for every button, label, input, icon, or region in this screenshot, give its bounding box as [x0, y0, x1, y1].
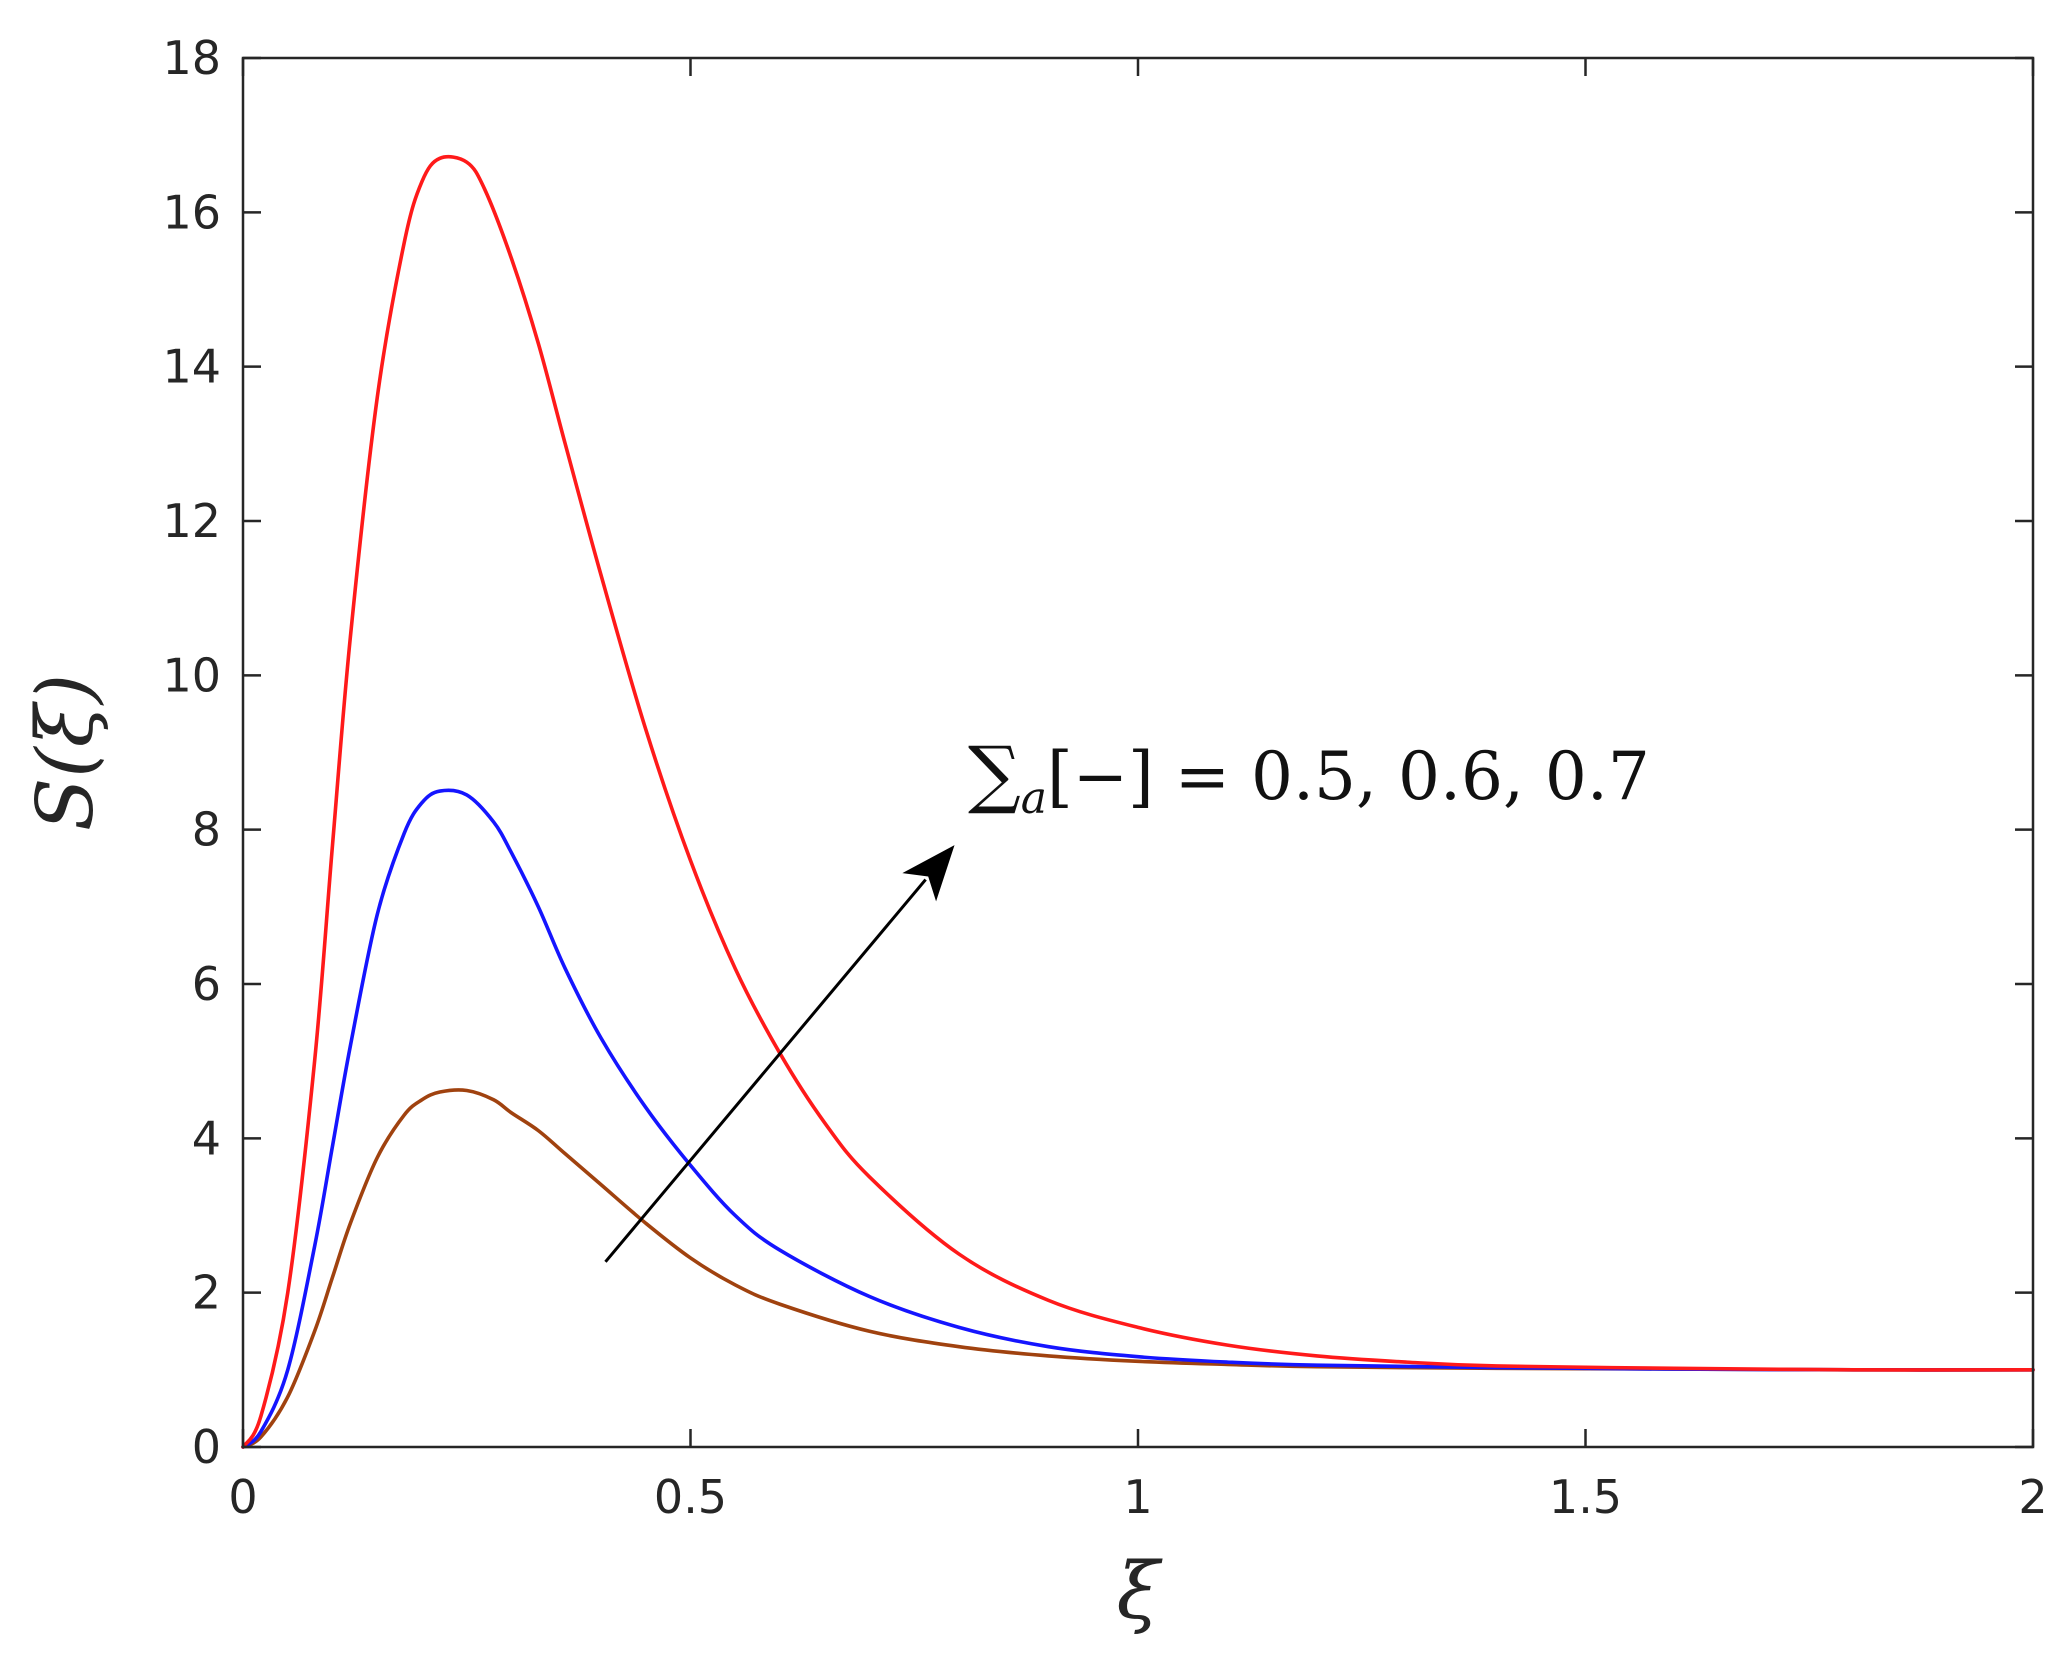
x-axis-label: ξ: [1117, 1547, 1164, 1637]
annotation-arrow: [604, 878, 927, 1263]
series-layer: [241, 154, 2035, 1449]
y-tick-label: 12: [162, 494, 221, 548]
axes-layer: 0 0.5 1 1.5 2 0 2 4 6 8 10 12 14 16 18: [162, 31, 2047, 1524]
y-tick-label: 10: [162, 648, 221, 702]
annotation-layer: ∑a[−] = 0.5, 0.6, 0.7: [604, 731, 1650, 1263]
y-tick-label: 6: [192, 957, 221, 1011]
series-line-1: [241, 1088, 2035, 1449]
x-tick-label: 0: [228, 1470, 257, 1524]
x-tick-label: 1.5: [1549, 1470, 1622, 1524]
series-line-3: [241, 154, 2035, 1449]
x-tick-label: 2: [2018, 1470, 2047, 1524]
x-tick-label: 0.5: [654, 1470, 727, 1524]
annotation-subscript: a: [1021, 773, 1047, 824]
annotation-sum-symbol: ∑: [968, 731, 1021, 817]
y-tick-label: 18: [162, 31, 221, 85]
annotation-label: ∑a[−] = 0.5, 0.6, 0.7: [968, 731, 1650, 824]
x-tick-label: 1: [1123, 1470, 1152, 1524]
y-axis-label: S(ξ): [21, 674, 111, 831]
y-tick-label: 4: [192, 1111, 221, 1165]
y-tick-label: 0: [192, 1420, 221, 1474]
y-tick-label: 8: [192, 803, 221, 857]
y-tick-label: 14: [162, 340, 221, 394]
annotation-arrowhead: [902, 845, 955, 902]
series-line-2: [241, 788, 2035, 1449]
y-tick-label: 16: [162, 185, 221, 239]
annotation-values: [−] = 0.5, 0.6, 0.7: [1047, 738, 1650, 815]
y-tick-label: 2: [192, 1266, 221, 1320]
